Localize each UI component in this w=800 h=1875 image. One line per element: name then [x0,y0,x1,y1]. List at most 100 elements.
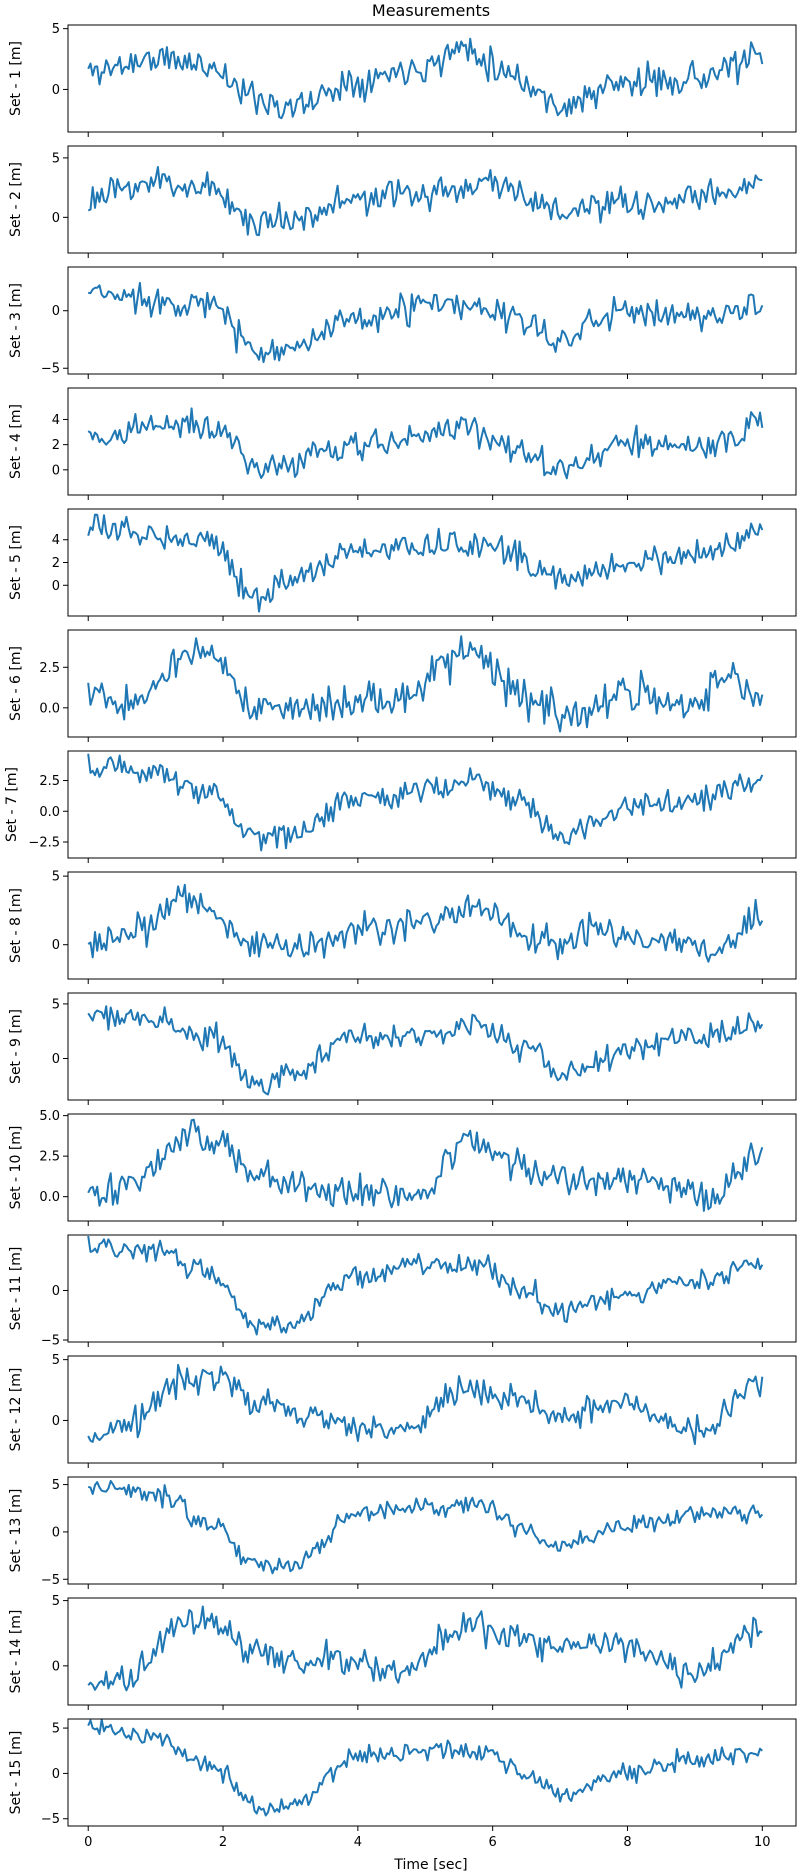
subplot-13: −5 0 5 Set - 13 [m] [8,1476,797,1589]
y-tick-label: 0 [52,1414,60,1429]
y-tick-label: 5 [52,997,60,1012]
y-tick-label: 0 [52,463,60,478]
y-tick-label: −5 [41,1812,60,1827]
y-tick-label: 5.0 [39,1109,60,1124]
y-axis-label: Set - 13 [m] [8,1489,24,1573]
y-tick-label: 5 [52,870,60,885]
subplot-8: 0 5 Set - 8 [m] [8,870,797,984]
y-tick-label: 0 [52,938,60,953]
y-axis-label: Set - 10 [m] [8,1126,24,1210]
y-axis-label: Set - 2 [m] [8,162,24,237]
subplot-4: 0 2 4 Set - 4 [m] [8,387,797,500]
y-tick-label: −5 [41,1334,60,1349]
subplot-12: 0 5 Set - 12 [m] [8,1353,797,1468]
subplot-5: 0 2 4 Set - 5 [m] [8,508,797,621]
y-tick-label: 2 [52,438,60,453]
y-axis-label: Set - 8 [m] [8,888,24,963]
y-tick-label: 5 [52,151,60,166]
y-axis-label: Set - 11 [m] [8,1247,24,1331]
y-tick-label: −5 [41,1573,60,1588]
y-tick-label: 2.5 [39,661,60,676]
axes-frame [67,1597,797,1706]
subplot-3: −5 0 Set - 3 [m] [8,266,797,379]
y-axis-label: Set - 9 [m] [8,1009,24,1084]
x-tick-label: 6 [489,1835,497,1850]
series-line-set-9 [87,1005,764,1096]
y-axis-label: Set - 5 [m] [8,525,24,600]
axes-frame [67,1718,797,1827]
y-tick-label: 0 [52,83,60,98]
series-line-set-10 [87,1118,764,1212]
y-tick-label: 0.0 [39,701,60,716]
y-tick-label: 0 [52,1052,60,1067]
axes-frame [67,266,797,375]
axes-frame [67,24,797,133]
y-tick-label: 2.5 [39,1150,60,1165]
subplot-14: 0 5 Set - 14 [m] [8,1594,797,1710]
y-tick-label: 0 [52,1659,60,1674]
x-tick-label: 4 [354,1835,362,1850]
subplot-9: 0 5 Set - 9 [m] [8,992,797,1105]
subplot-stack: 0 5 Set - 1 [m] 0 5 Set - 2 [m] −5 0 Set - 3 [m]… [4,22,797,1850]
series-line-set-4 [87,407,764,480]
series-line-set-5 [87,513,764,613]
subplot-10: 0.0 2.5 5.0 Set - 10 [m] [8,1109,797,1226]
axes-frame [67,508,797,617]
y-tick-label: 0 [52,211,60,226]
axes-frame [67,871,797,980]
x-tick-label: 2 [219,1835,227,1850]
subplot-2: 0 5 Set - 2 [m] [8,145,797,258]
subplot-7: −2.5 0.0 2.5 Set - 7 [m] [4,750,797,863]
y-axis-label: Set - 14 [m] [8,1610,24,1694]
y-axis-label: Set - 7 [m] [4,767,20,842]
subplot-6: 0.0 2.5 Set - 6 [m] [8,629,797,742]
y-axis-label: Set - 4 [m] [8,404,24,479]
x-axis-label: Time [sec] [393,1857,467,1873]
y-tick-label: 5 [52,1478,60,1493]
axes-frame [67,1476,797,1585]
y-tick-label: 0 [52,579,60,594]
series-line-set-14 [87,1605,763,1692]
y-axis-label: Set - 15 [m] [8,1731,24,1815]
subplot-15: −5 0 5 0 2 4 6 8 10 Set - 15 [m] [8,1718,797,1850]
series-line-set-7 [87,753,764,852]
series-line-set-2 [87,166,763,237]
series-line-set-1 [87,37,764,120]
y-tick-label: 2 [52,556,60,571]
x-tick-label: 0 [84,1835,92,1850]
x-tick-label: 8 [623,1835,631,1850]
series-line-set-12 [87,1363,764,1445]
axes-frame [67,750,797,859]
y-tick-label: 5 [52,1353,60,1368]
axes-frame [67,1113,797,1222]
axes-frame [67,387,797,496]
series-line-set-8 [87,883,764,963]
axes-frame [67,629,797,738]
y-tick-label: 4 [52,413,60,428]
y-tick-label: 0 [52,1767,60,1782]
series-line-set-15 [87,1718,763,1817]
y-tick-label: 0 [52,1525,60,1540]
axes-frame [67,1355,797,1464]
y-axis-label: Set - 12 [m] [8,1368,24,1452]
y-tick-label: 0.0 [39,1190,60,1205]
subplot-11: −5 0 Set - 11 [m] [8,1234,797,1349]
y-tick-label: 5 [52,1594,60,1609]
y-tick-label: 0.0 [39,805,60,820]
series-line-set-11 [87,1235,764,1336]
y-tick-label: 0 [52,1284,60,1299]
y-tick-label: 4 [52,533,60,548]
x-tick-label: 10 [754,1835,771,1850]
series-line-set-13 [87,1480,764,1575]
y-axis-label: Set - 6 [m] [8,646,24,721]
y-tick-label: −2.5 [28,836,60,851]
y-tick-label: 5 [52,22,60,37]
y-axis-label: Set - 3 [m] [8,283,24,358]
subplot-1: 0 5 Set - 1 [m] [8,22,797,137]
series-line-set-6 [87,635,764,733]
y-tick-label: 5 [52,1722,60,1737]
y-axis-label: Set - 1 [m] [8,41,24,116]
axes-frame [67,1234,797,1343]
y-tick-label: 2.5 [39,774,60,789]
